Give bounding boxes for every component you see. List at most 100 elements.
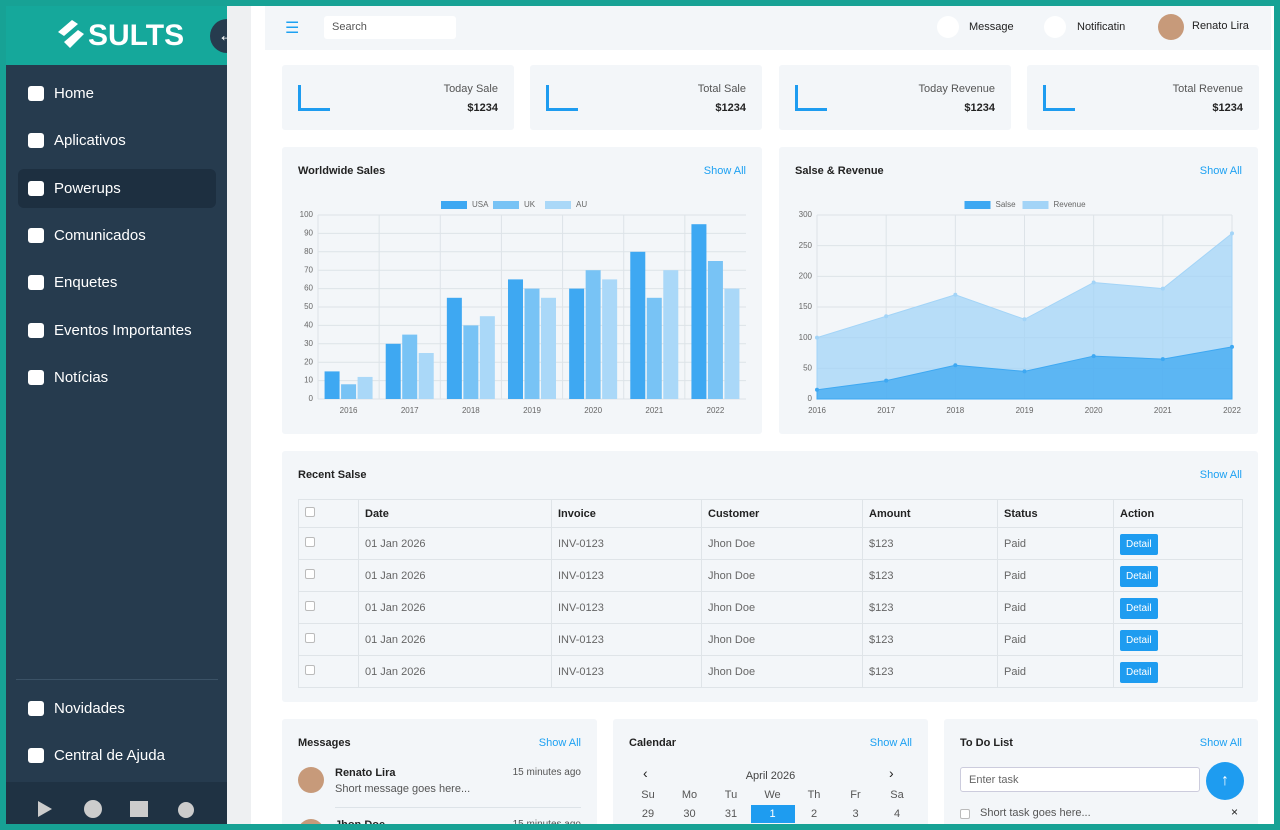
- point: [1022, 317, 1027, 322]
- x-tick-label: 2016: [808, 406, 826, 415]
- detail-button[interactable]: Detail: [1120, 597, 1158, 619]
- menu-icon: [28, 748, 44, 763]
- detail-button[interactable]: Detail: [1120, 565, 1158, 587]
- notification-menu[interactable]: Notificatin: [1077, 21, 1126, 33]
- x-tick-label: 2019: [1016, 406, 1034, 415]
- day[interactable]: 3: [852, 808, 859, 820]
- detail-button[interactable]: Detail: [1120, 661, 1158, 683]
- cell: Detail: [1113, 655, 1243, 688]
- chart-panel: Worldwide Sales Show All 0 10 20 30 40 50 60 70 80…: [282, 147, 762, 434]
- show-all-link[interactable]: Show All: [869, 737, 912, 749]
- header-cell: Date: [358, 499, 552, 528]
- bar: [418, 353, 434, 399]
- legend-swatch: [964, 201, 991, 209]
- header-cell: Customer: [701, 499, 863, 528]
- cell-text: Jhon Doe: [708, 569, 756, 582]
- y-tick-label: 0: [808, 394, 813, 403]
- x-tick-label: 2019: [523, 406, 541, 415]
- show-all-link[interactable]: Show All: [1199, 737, 1242, 749]
- task-input[interactable]: Enter task: [960, 767, 1200, 792]
- cell-text: Paid: [1004, 537, 1027, 550]
- show-all-link[interactable]: Show All: [1199, 469, 1242, 481]
- point: [1230, 231, 1234, 236]
- collapse-button[interactable]: ←: [210, 19, 227, 53]
- avatar: [298, 819, 324, 824]
- menu-item[interactable]: Notícias: [18, 358, 216, 397]
- cell-text: $123: [869, 569, 894, 582]
- detail-button[interactable]: Detail: [1120, 629, 1158, 651]
- notification-icon: [1044, 16, 1066, 38]
- show-all-link[interactable]: Show All: [703, 165, 746, 177]
- header-cell: Amount: [862, 499, 998, 528]
- weekday: Mo: [681, 789, 698, 801]
- show-all-link[interactable]: Show All: [538, 737, 581, 749]
- table-row: 01 Jan 2026 INV-0123 Jhon Doe $123 Paid Detai…: [298, 559, 1243, 592]
- checkbox[interactable]: [305, 633, 315, 643]
- checkbox-cell: [298, 623, 359, 656]
- store-bar: [6, 782, 227, 824]
- cell: $123: [862, 655, 998, 688]
- weekday: Th: [807, 789, 821, 801]
- point: [884, 314, 889, 319]
- detail-button[interactable]: Detail: [1120, 533, 1158, 555]
- cell-text: $123: [869, 537, 894, 550]
- day[interactable]: 4: [893, 808, 901, 820]
- checkbox[interactable]: [305, 601, 315, 611]
- legend-swatch: [1022, 201, 1049, 209]
- scroll-top-button[interactable]: ↑: [1206, 762, 1244, 800]
- y-tick-label: 100: [300, 210, 314, 219]
- stat-label: Today Revenue: [918, 83, 995, 95]
- menu-item[interactable]: Central de Ajuda: [18, 736, 216, 775]
- day[interactable]: 31: [724, 808, 738, 820]
- day[interactable]: 29: [641, 808, 655, 820]
- message-menu[interactable]: Message: [969, 21, 1014, 33]
- cell-text: 01 Jan 2026: [365, 633, 426, 646]
- day[interactable]: 30: [683, 808, 696, 820]
- day[interactable]: 1: [750, 805, 795, 823]
- stat-value: $1234: [1212, 102, 1243, 114]
- bar: [646, 297, 662, 399]
- menu-icon: [28, 227, 44, 243]
- show-all-link[interactable]: Show All: [1199, 165, 1242, 177]
- menu-item[interactable]: Eventos Importantes: [18, 311, 216, 350]
- cell-text: 01 Jan 2026: [365, 665, 426, 678]
- menu-item[interactable]: Aplicativos: [18, 121, 216, 160]
- cell: Paid: [997, 655, 1114, 688]
- checkbox[interactable]: [960, 809, 970, 819]
- menu-item[interactable]: Comunicados: [18, 216, 216, 255]
- checkbox[interactable]: [305, 537, 315, 547]
- prev-month[interactable]: ‹: [643, 765, 648, 781]
- separator: [16, 679, 218, 680]
- menu-icon: [28, 701, 44, 716]
- cell: INV-0123: [551, 655, 702, 688]
- menu-item[interactable]: Powerups: [18, 168, 216, 208]
- bar: [508, 279, 523, 399]
- next-month[interactable]: ›: [889, 765, 894, 781]
- x-tick-label: 2022: [707, 406, 725, 415]
- user-menu[interactable]: Renato Lira: [1192, 20, 1249, 32]
- checkbox[interactable]: [305, 569, 315, 579]
- delete-task[interactable]: ×: [1230, 805, 1238, 819]
- menu-button[interactable]: ☰: [285, 20, 300, 37]
- separator: [335, 807, 581, 808]
- bar: [385, 343, 401, 399]
- store-icons: [38, 800, 194, 818]
- cell-text: 01 Jan 2026: [365, 601, 426, 614]
- table-row: 01 Jan 2026 INV-0123 Jhon Doe $123 Paid Detai…: [298, 527, 1243, 560]
- point: [953, 363, 958, 368]
- bar: [357, 376, 373, 399]
- menu-item[interactable]: Enquetes: [18, 263, 216, 302]
- cell-text: Jhon Doe: [708, 633, 756, 646]
- panel-title: Messages: [298, 737, 351, 749]
- y-tick-label: 20: [304, 357, 313, 366]
- menu-icon: [28, 86, 44, 101]
- menu-item[interactable]: Home: [18, 74, 216, 113]
- logo-icon: [58, 20, 84, 48]
- menu-item[interactable]: Novidades: [18, 689, 216, 728]
- search-input[interactable]: Search: [324, 16, 456, 39]
- table-row: 01 Jan 2026 INV-0123 Jhon Doe $123 Paid Detai…: [298, 591, 1243, 624]
- day[interactable]: 2: [810, 808, 818, 820]
- point: [884, 378, 889, 383]
- x-tick-label: 2017: [877, 406, 895, 415]
- checkbox[interactable]: [305, 665, 315, 675]
